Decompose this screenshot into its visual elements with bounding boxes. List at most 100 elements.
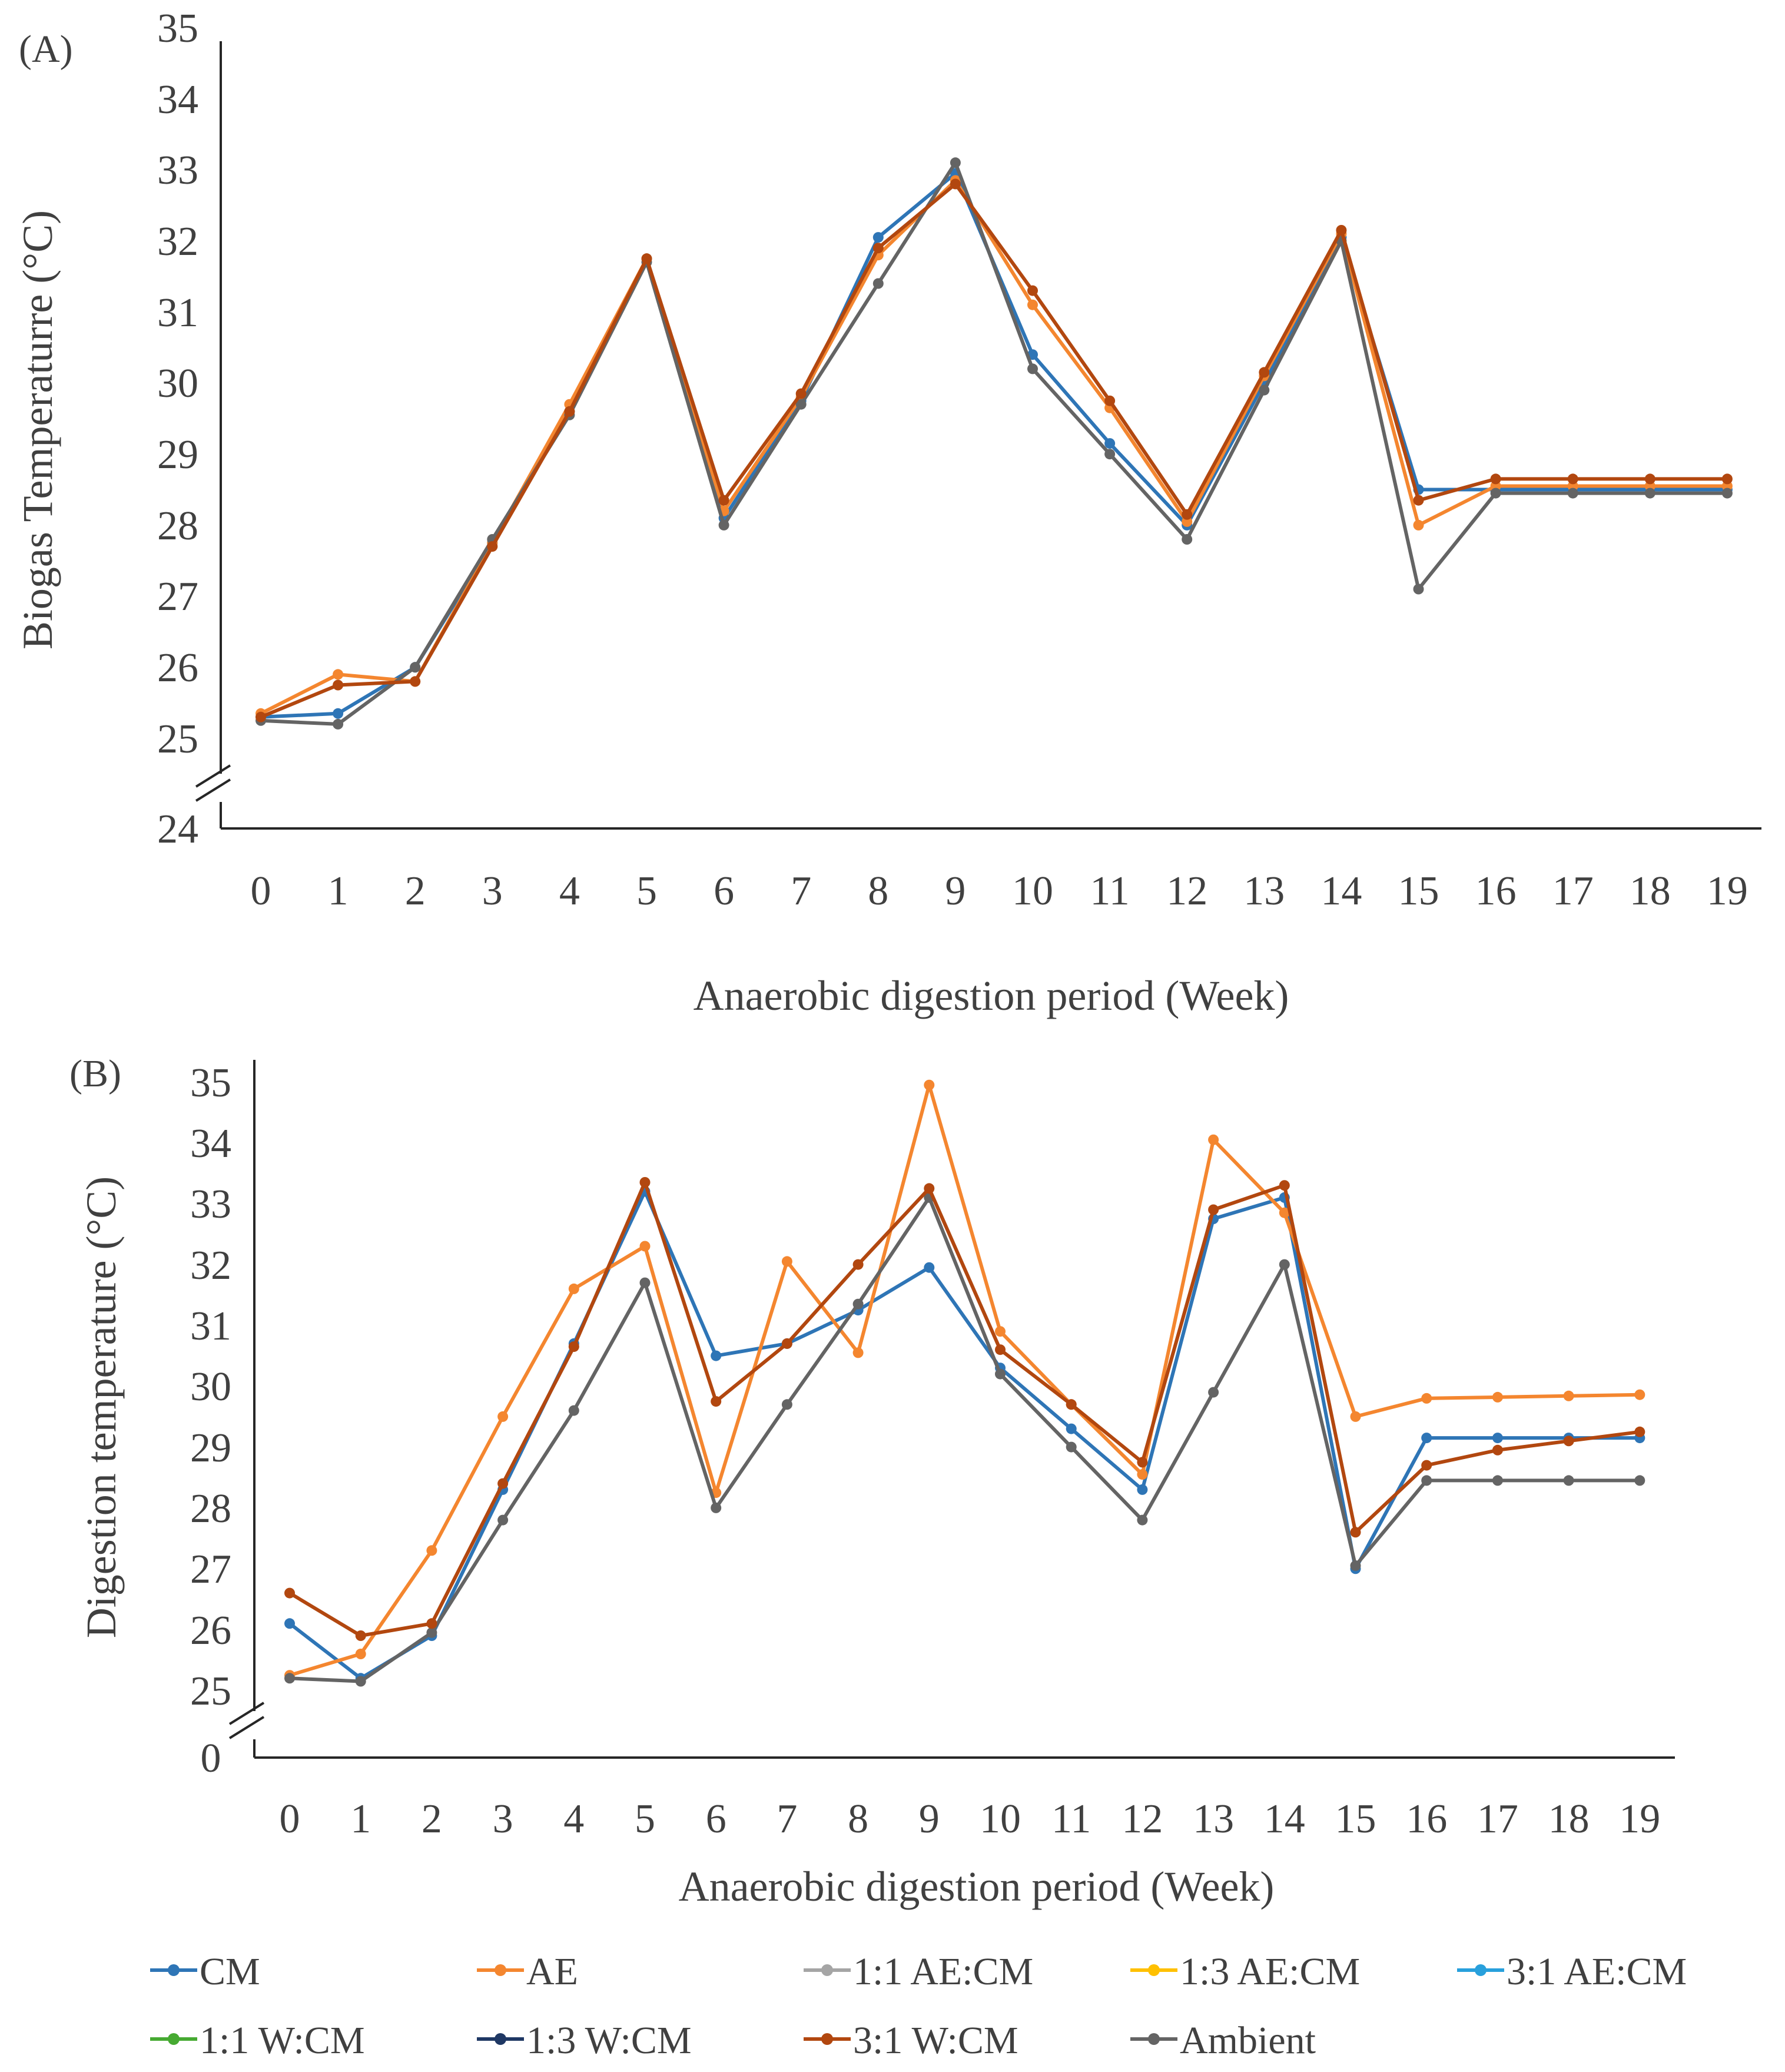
x-tick-label: 14	[1264, 1796, 1305, 1842]
y-tick-label: 29	[190, 1425, 231, 1471]
data-point	[924, 1079, 935, 1090]
x-tick-label: 13	[1243, 868, 1285, 914]
series-cm	[284, 1186, 1645, 1684]
data-point	[924, 1262, 935, 1273]
axis-break-line	[195, 778, 231, 802]
series-ae	[256, 175, 1733, 719]
legend-swatch-marker	[168, 1964, 180, 1976]
data-point	[711, 1396, 722, 1407]
y-tick-label: 33	[190, 1182, 231, 1227]
data-point	[995, 1326, 1006, 1337]
data-point	[497, 1514, 509, 1526]
data-point	[355, 1649, 366, 1659]
data-point	[1027, 363, 1038, 374]
x-tick-label: 2	[405, 868, 426, 914]
data-point	[1563, 1475, 1574, 1486]
x-tick-label: 8	[868, 868, 888, 914]
x-tick-label: 8	[848, 1796, 868, 1842]
data-point	[1208, 1387, 1219, 1398]
data-point	[795, 388, 807, 399]
panel-label: (B)	[69, 1052, 121, 1095]
legend-swatch-marker	[1148, 2033, 1160, 2045]
data-point	[333, 718, 344, 730]
legend-item: CM	[150, 1950, 260, 1993]
data-point	[1104, 438, 1116, 449]
data-point	[564, 406, 575, 417]
legend-label: 1:1 W:CM	[200, 2019, 365, 2062]
x-tick-label: 7	[777, 1796, 797, 1842]
x-tick-label: 11	[1051, 1796, 1091, 1842]
panel-label: (A)	[19, 28, 73, 71]
x-tick-label: 0	[280, 1796, 300, 1842]
legend-item: 3:1 W:CM	[804, 2019, 1018, 2062]
legend-swatch-marker	[495, 2033, 506, 2045]
data-point	[1137, 1514, 1148, 1526]
data-point	[333, 679, 344, 691]
axis-break-line	[195, 764, 231, 788]
data-point	[1279, 1259, 1290, 1270]
legend-label: 3:1 W:CM	[853, 2019, 1018, 2062]
data-point	[711, 1350, 722, 1361]
data-point	[1634, 1389, 1645, 1400]
axis-break-line	[228, 1716, 265, 1739]
data-point	[950, 178, 961, 190]
x-tick-label: 19	[1707, 868, 1748, 914]
data-point	[639, 1177, 651, 1188]
x-tick-label: 10	[1012, 868, 1053, 914]
x-tick-label: 13	[1193, 1796, 1234, 1842]
data-point	[1066, 1399, 1077, 1410]
y-tick-label: 26	[190, 1608, 231, 1653]
y-tick-label: 25	[190, 1669, 231, 1714]
data-point	[924, 1183, 935, 1194]
data-point	[872, 232, 884, 243]
data-point	[410, 676, 421, 687]
legend-swatch-marker	[821, 2033, 833, 2045]
y-tick-label: 27	[190, 1547, 231, 1592]
y-tick-label: 34	[190, 1121, 231, 1166]
x-tick-label: 3	[493, 1796, 513, 1842]
data-point	[1563, 1436, 1574, 1447]
data-point	[1421, 1475, 1432, 1486]
data-point	[1413, 495, 1424, 506]
y-tick-label: 32	[190, 1243, 231, 1288]
x-tick-label: 18	[1630, 868, 1671, 914]
x-tick-label: 4	[563, 1796, 584, 1842]
data-point	[781, 1256, 792, 1267]
x-tick-label: 7	[791, 868, 811, 914]
data-point	[872, 278, 884, 289]
data-point	[1350, 1560, 1361, 1572]
data-point	[497, 1411, 509, 1422]
y-tick-label: 30	[157, 361, 198, 406]
legend-label: 1:3 W:CM	[526, 2019, 692, 2062]
x-tick-label: 12	[1166, 868, 1207, 914]
data-point	[1563, 1390, 1574, 1401]
data-point	[852, 1259, 864, 1270]
legend-label: AE	[526, 1950, 578, 1993]
data-point	[1350, 1411, 1361, 1422]
data-point	[1644, 488, 1655, 499]
data-point	[1027, 285, 1038, 296]
data-point	[1721, 488, 1733, 499]
x-tick-label: 1	[350, 1796, 371, 1842]
data-point	[568, 1341, 579, 1352]
legend-swatch-marker	[495, 1964, 506, 1976]
data-point	[1567, 488, 1578, 499]
x-tick-label: 15	[1398, 868, 1439, 914]
data-point	[1208, 1134, 1219, 1145]
data-point	[995, 1344, 1006, 1355]
series-line	[260, 161, 1727, 726]
x-tick-label: 12	[1122, 1796, 1163, 1842]
data-point	[852, 1347, 864, 1358]
data-point	[718, 495, 729, 506]
legend-item: 1:3 W:CM	[477, 2019, 692, 2062]
data-point	[1137, 1457, 1148, 1468]
y-tick-label: 30	[190, 1364, 231, 1410]
axis-break-line	[228, 1702, 265, 1725]
x-tick-label: 17	[1552, 868, 1594, 914]
legend-label: 1:3 AE:CM	[1180, 1950, 1360, 1993]
legend-swatch-marker	[1475, 1964, 1487, 1976]
x-tick-label: 9	[919, 1796, 940, 1842]
data-point	[256, 711, 266, 722]
x-tick-label: 15	[1335, 1796, 1376, 1842]
